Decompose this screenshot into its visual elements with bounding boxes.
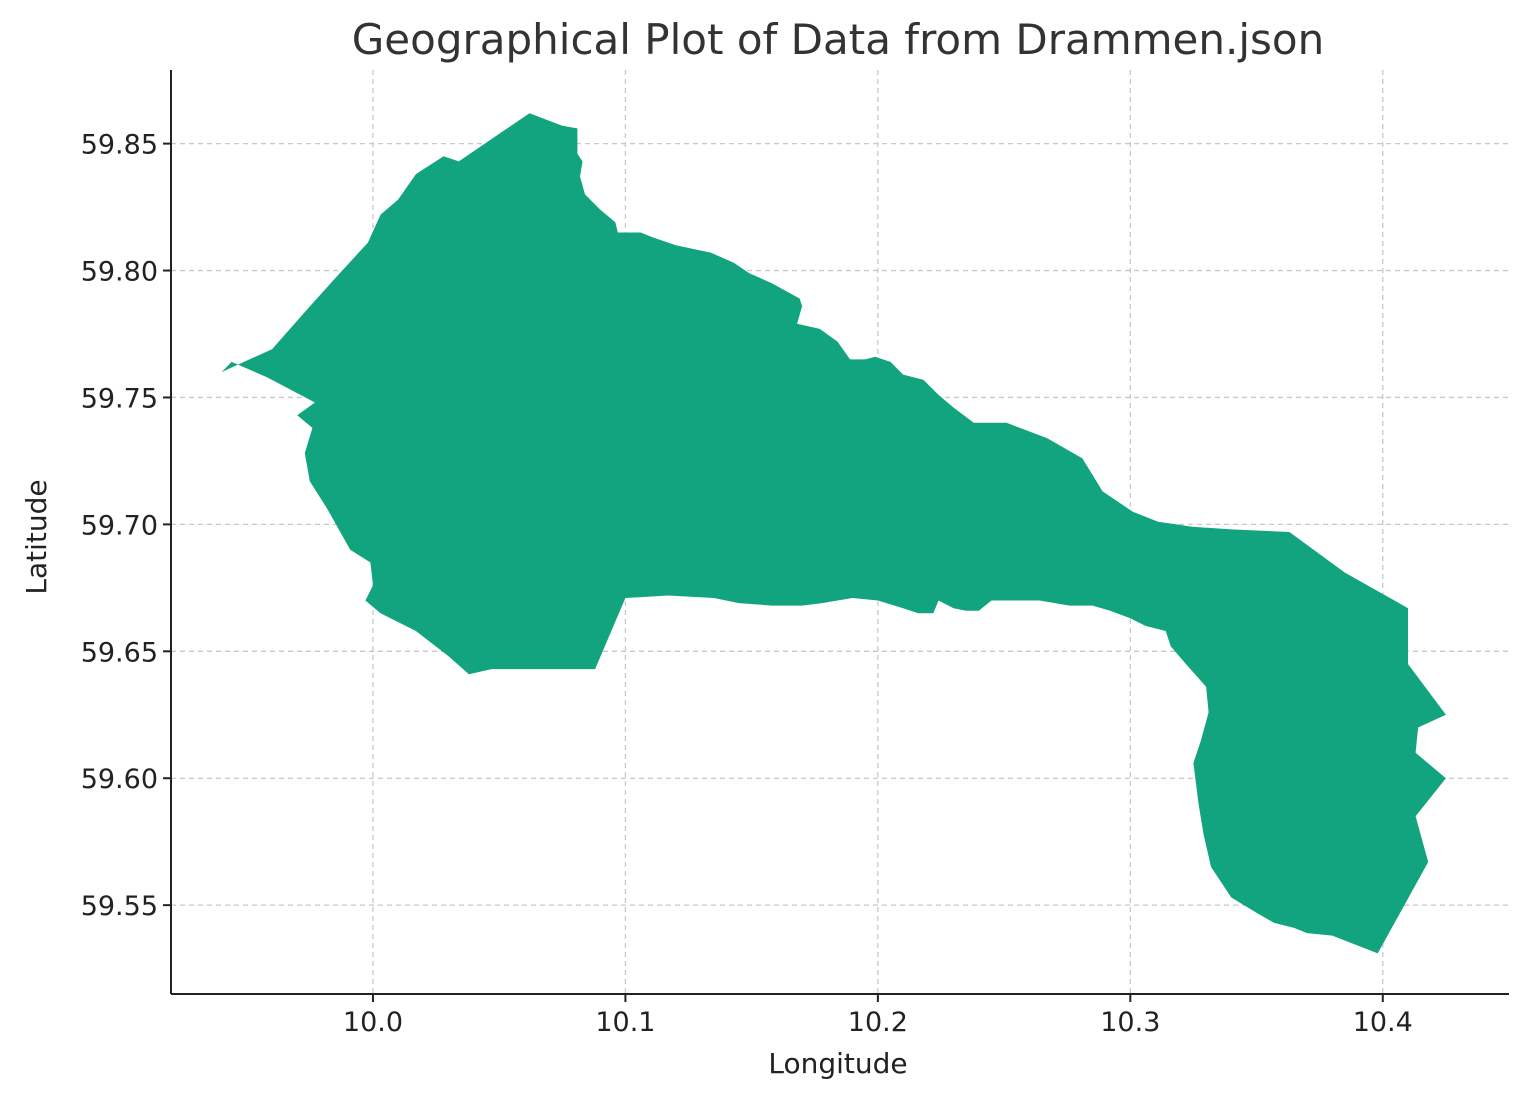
x-tick-label: 10.2 — [848, 1007, 908, 1038]
y-axis-label: Latitude — [20, 479, 53, 594]
y-tick-label: 59.70 — [81, 510, 158, 541]
y-tick-label: 59.65 — [81, 637, 158, 668]
y-tick-label: 59.85 — [81, 130, 158, 161]
axes — [170, 70, 1509, 995]
y-tick-label: 59.75 — [81, 383, 158, 414]
x-tick-label: 10.1 — [595, 1007, 655, 1038]
x-axis-label: Longitude — [768, 1047, 907, 1080]
x-tick-label: 10.3 — [1100, 1007, 1160, 1038]
drammen-region-shape — [221, 113, 1446, 954]
chart-title: Geographical Plot of Data from Drammen.j… — [352, 15, 1324, 64]
region-layer — [221, 113, 1446, 954]
ticks: 10.0 10.1 10.2 10.3 10.4 59.55 59.60 59.65 59.70… — [81, 130, 1413, 1038]
y-tick-label: 59.60 — [81, 764, 158, 795]
y-tick-label: 59.55 — [81, 891, 158, 922]
x-tick-label: 10.0 — [343, 1007, 403, 1038]
y-tick-label: 59.80 — [81, 257, 158, 288]
x-tick-label: 10.4 — [1353, 1007, 1413, 1038]
